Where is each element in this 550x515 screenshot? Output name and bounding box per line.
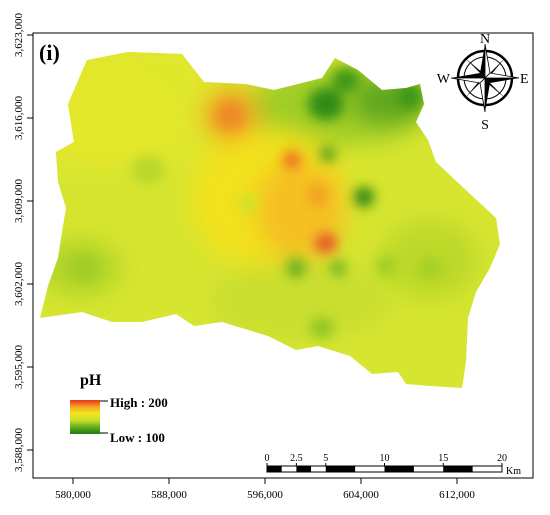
y-tick-label: 3,595,000	[13, 345, 25, 390]
y-tick-label: 3,623,000	[13, 13, 25, 58]
compass-point-north-light	[484, 43, 491, 79]
scale-bar-label: 0	[265, 453, 270, 464]
compass-south-label: S	[481, 118, 489, 133]
y-axis: 3,623,000 3,616,000 3,609,000 3,602,000 3,59…	[13, 13, 33, 473]
legend: pH High : 200 Low : 100	[70, 372, 168, 445]
compass-point-south-light	[479, 77, 486, 113]
compass-point-west-light	[450, 77, 486, 84]
legend-title: pH	[80, 372, 102, 389]
north-arrow: N S E W	[437, 32, 529, 133]
scale-bar-segment	[296, 466, 312, 472]
compass-point-south	[485, 78, 490, 112]
ph-hotspots	[68, 68, 442, 338]
y-tick-label: 3,616,000	[13, 96, 25, 141]
legend-color-ramp	[70, 400, 100, 434]
y-tick-label: 3,609,000	[13, 179, 25, 224]
compass-north-label: N	[480, 32, 490, 47]
compass-point-east	[485, 78, 519, 83]
scale-bar-segment	[325, 466, 356, 472]
map-frame	[32, 32, 534, 479]
legend-high-label: High : 200	[110, 395, 168, 410]
y-tick-label: 3,602,000	[13, 262, 25, 307]
scale-unit: Km	[506, 466, 521, 477]
y-tick-label: 3,588,000	[13, 428, 25, 473]
scale-bar-segment	[443, 466, 473, 472]
scale-bar-segment	[384, 466, 414, 472]
x-tick-label: 612,000	[439, 489, 475, 501]
scale-bar-label: 15	[438, 453, 448, 464]
compass-point-north	[480, 44, 485, 78]
scale-bar-label: 20	[497, 453, 507, 464]
scale-bar-segment	[267, 466, 282, 472]
x-tick-label: 580,000	[55, 489, 91, 501]
study-region	[40, 52, 500, 388]
legend-low-label: Low : 100	[110, 430, 165, 445]
x-tick-label: 588,000	[151, 489, 187, 501]
scale-bar-label: 5	[323, 453, 328, 464]
compass-west-label: W	[437, 72, 451, 87]
panel-label: (i)	[39, 40, 60, 65]
x-tick-label: 604,000	[343, 489, 379, 501]
compass-east-label: E	[520, 72, 529, 87]
scale-bar-label: 2.5	[290, 453, 303, 464]
x-tick-label: 596,000	[247, 489, 283, 501]
compass-point-west	[451, 73, 485, 78]
scale-bar-label: 10	[380, 453, 390, 464]
compass-point-east-light	[484, 72, 520, 79]
x-axis: 580,000 588,000 596,000 604,000 612,000	[55, 478, 475, 501]
scale-bar: Km 0 2.5 5 10 15 20	[265, 453, 522, 477]
